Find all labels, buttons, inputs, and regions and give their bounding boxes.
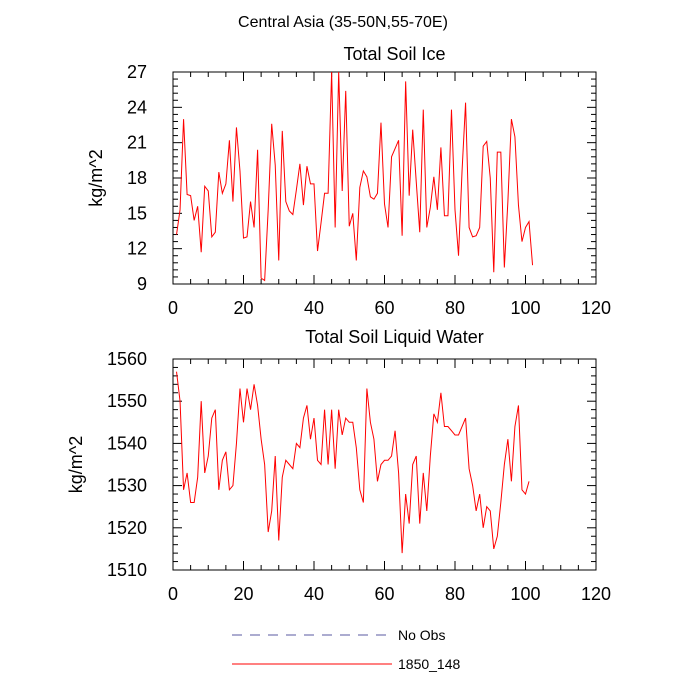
legend-no-obs-label: No Obs bbox=[398, 627, 445, 643]
y-tick-label: 1530 bbox=[107, 476, 147, 496]
y-tick-label: 24 bbox=[127, 97, 147, 117]
x-tick-label: 60 bbox=[374, 584, 394, 604]
x-tick-label: 20 bbox=[233, 584, 253, 604]
chart-title-total-soil-liquid-water: Total Soil Liquid Water bbox=[305, 327, 483, 347]
x-tick-label: 120 bbox=[581, 298, 611, 318]
y-tick-label: 15 bbox=[127, 203, 147, 223]
x-tick-label: 80 bbox=[445, 584, 465, 604]
series-line-total-soil-liquid-water bbox=[176, 371, 530, 554]
plot-frame bbox=[172, 71, 597, 285]
y-tick-label: 1550 bbox=[107, 391, 147, 411]
y-tick-label: 1560 bbox=[107, 349, 147, 369]
x-tick-label: 60 bbox=[374, 298, 394, 318]
x-tick-label: 20 bbox=[233, 298, 253, 318]
y-axis-label: kg/m^2 bbox=[86, 149, 106, 206]
legend: No Obs 1850_148 bbox=[232, 627, 461, 672]
series-line-total-soil-ice bbox=[176, 71, 534, 282]
x-tick-label: 120 bbox=[581, 584, 611, 604]
x-tick-label: 100 bbox=[510, 584, 540, 604]
x-tick-label: 80 bbox=[445, 298, 465, 318]
y-tick-label: 1520 bbox=[107, 518, 147, 538]
chart-title-total-soil-ice: Total Soil Ice bbox=[343, 44, 445, 64]
figure-title: Central Asia (35-50N,55-70E) bbox=[238, 14, 448, 31]
x-tick-label: 100 bbox=[510, 298, 540, 318]
y-tick-label: 1540 bbox=[107, 433, 147, 453]
y-tick-label: 18 bbox=[127, 168, 147, 188]
x-tick-label: 0 bbox=[168, 584, 178, 604]
y-tick-label: 1510 bbox=[107, 560, 147, 580]
x-tick-label: 40 bbox=[304, 584, 324, 604]
legend-1850-148-label: 1850_148 bbox=[398, 656, 461, 672]
panel-total-soil-liquid-water: Total Soil Liquid Water 0 20 40 60 80 100 120 15… bbox=[66, 327, 611, 604]
y-tick-label: 9 bbox=[137, 274, 147, 294]
plot-frame bbox=[172, 358, 597, 571]
x-tick-label: 0 bbox=[168, 298, 178, 318]
y-tick-label: 21 bbox=[127, 133, 147, 153]
panel-total-soil-ice: Total Soil Ice 0 20 40 60 80 100 120 9 12 15 18 21 24… bbox=[86, 44, 611, 318]
y-tick-label: 27 bbox=[127, 62, 147, 82]
y-tick-label: 12 bbox=[127, 239, 147, 259]
x-tick-label: 40 bbox=[304, 298, 324, 318]
y-axis-label: kg/m^2 bbox=[66, 436, 86, 493]
